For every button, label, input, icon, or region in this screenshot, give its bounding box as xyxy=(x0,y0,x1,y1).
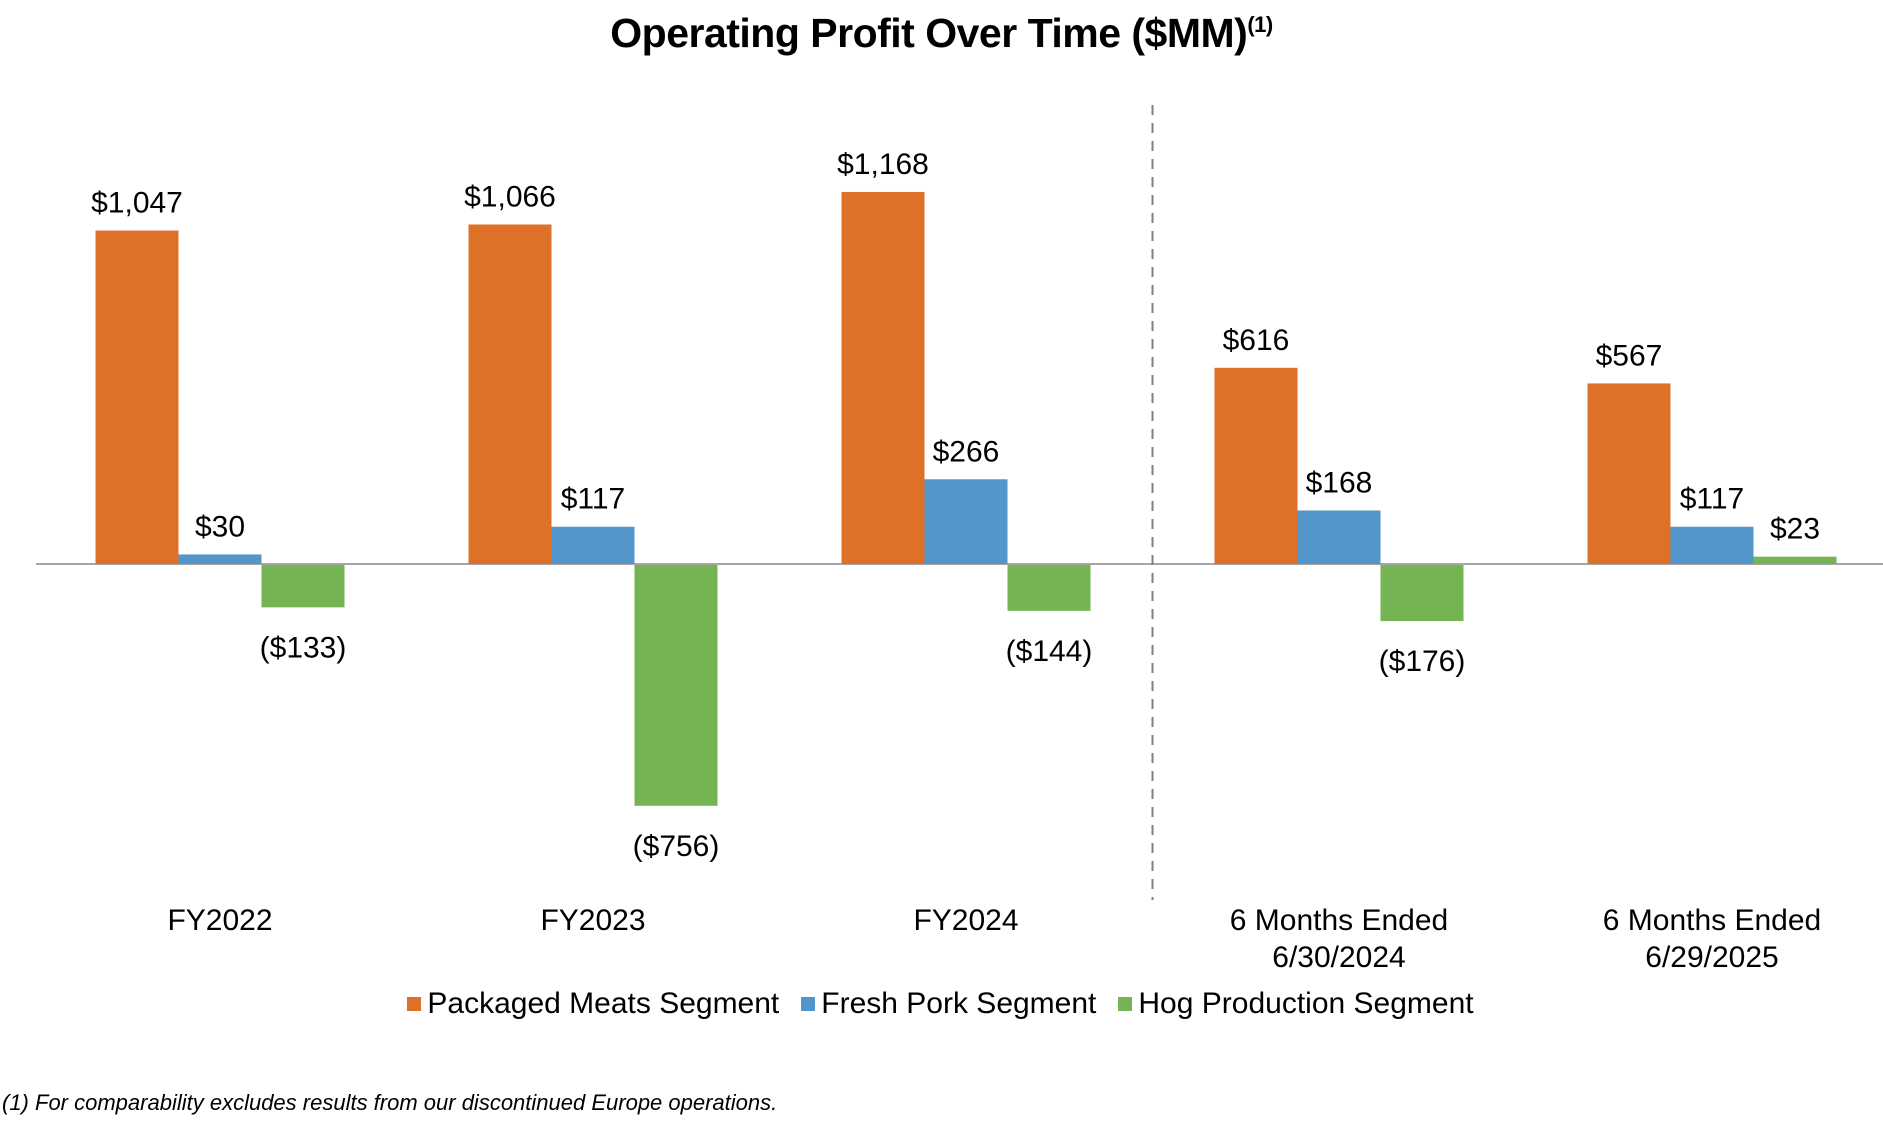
bar-packaged-meats-segment-fy2022 xyxy=(95,230,179,564)
data-label-fresh-pork-segment-fy2024: $266 xyxy=(933,435,1000,468)
legend-item-hog-production: Hog Production Segment xyxy=(1118,987,1474,1021)
legend-label-hog-production: Hog Production Segment xyxy=(1138,987,1474,1020)
data-label-packaged-meats-segment-fy2023: $1,066 xyxy=(464,180,556,213)
chart-plot: $1,047 $30 ($133) FY2022 $1,066 $117 ($756) FY2… xyxy=(36,105,1883,974)
data-label-hog-production-segment-6-months-ended-6-29-2025: $23 xyxy=(1770,513,1820,546)
data-label-fresh-pork-segment-6-months-ended-6-30-2024: $168 xyxy=(1306,466,1373,499)
x-tick-label-6-months-ended-6-30-2024-line-2: 6/30/2024 xyxy=(1272,941,1405,974)
legend-label-packaged-meats: Packaged Meats Segment xyxy=(427,987,780,1020)
data-label-packaged-meats-segment-fy2022: $1,047 xyxy=(91,187,183,220)
x-tick-label-6-months-ended-6-29-2025-line-1: 6 Months Ended xyxy=(1603,904,1821,937)
legend-item-fresh-pork: Fresh Pork Segment xyxy=(801,987,1096,1021)
chart-title: Operating Profit Over Time ($MM)(1) xyxy=(0,10,1883,57)
data-label-packaged-meats-segment-6-months-ended-6-29-2025: $567 xyxy=(1596,339,1663,372)
data-label-fresh-pork-segment-fy2022: $30 xyxy=(195,510,245,543)
bar-fresh-pork-segment-6-months-ended-6-29-2025 xyxy=(1670,526,1754,564)
data-label-hog-production-segment-6-months-ended-6-30-2024: ($176) xyxy=(1379,645,1466,678)
x-tick-label-fy2022: FY2022 xyxy=(167,904,272,937)
footnote: (1) For comparability excludes results f… xyxy=(2,1090,778,1115)
bar-hog-production-segment-fy2022 xyxy=(261,565,345,608)
data-label-fresh-pork-segment-fy2023: $117 xyxy=(561,483,626,516)
chart-title-superscript: (1) xyxy=(1247,12,1273,37)
bar-packaged-meats-segment-fy2023 xyxy=(468,224,552,564)
bar-fresh-pork-segment-6-months-ended-6-30-2024 xyxy=(1297,510,1381,564)
x-tick-label-6-months-ended-6-29-2025-line-2: 6/29/2025 xyxy=(1645,941,1778,974)
data-label-packaged-meats-segment-fy2024: $1,168 xyxy=(837,148,929,181)
chart-legend: Packaged Meats Segment Fresh Pork Segmen… xyxy=(0,987,1883,1021)
bar-packaged-meats-segment-6-months-ended-6-30-2024 xyxy=(1214,367,1298,564)
bar-fresh-pork-segment-fy2022 xyxy=(178,554,262,564)
chart-title-text: Operating Profit Over Time ($MM) xyxy=(610,10,1248,56)
data-label-hog-production-segment-fy2024: ($144) xyxy=(1006,635,1093,668)
bar-fresh-pork-segment-fy2024 xyxy=(924,479,1008,564)
legend-item-packaged-meats: Packaged Meats Segment xyxy=(407,987,779,1021)
bar-packaged-meats-segment-fy2024 xyxy=(841,191,925,564)
bar-packaged-meats-segment-6-months-ended-6-29-2025 xyxy=(1587,383,1671,564)
data-label-fresh-pork-segment-6-months-ended-6-29-2025: $117 xyxy=(1680,483,1745,516)
bar-hog-production-segment-6-months-ended-6-30-2024 xyxy=(1380,565,1464,622)
bar-hog-production-segment-6-months-ended-6-29-2025 xyxy=(1753,556,1837,564)
bar-fresh-pork-segment-fy2023 xyxy=(551,526,635,564)
legend-swatch-packaged-meats xyxy=(407,997,422,1011)
bar-hog-production-segment-fy2024 xyxy=(1007,565,1091,611)
legend-swatch-fresh-pork xyxy=(801,997,816,1011)
bar-hog-production-segment-fy2023 xyxy=(634,565,718,806)
x-tick-label-fy2024: FY2024 xyxy=(913,904,1018,937)
x-tick-label-fy2023: FY2023 xyxy=(540,904,645,937)
legend-swatch-hog-production xyxy=(1118,997,1133,1011)
data-label-hog-production-segment-fy2023: ($756) xyxy=(633,830,720,863)
x-tick-label-6-months-ended-6-30-2024-line-1: 6 Months Ended xyxy=(1230,904,1448,937)
legend-label-fresh-pork: Fresh Pork Segment xyxy=(821,987,1097,1020)
data-label-hog-production-segment-fy2022: ($133) xyxy=(260,631,347,664)
data-label-packaged-meats-segment-6-months-ended-6-30-2024: $616 xyxy=(1223,324,1290,357)
